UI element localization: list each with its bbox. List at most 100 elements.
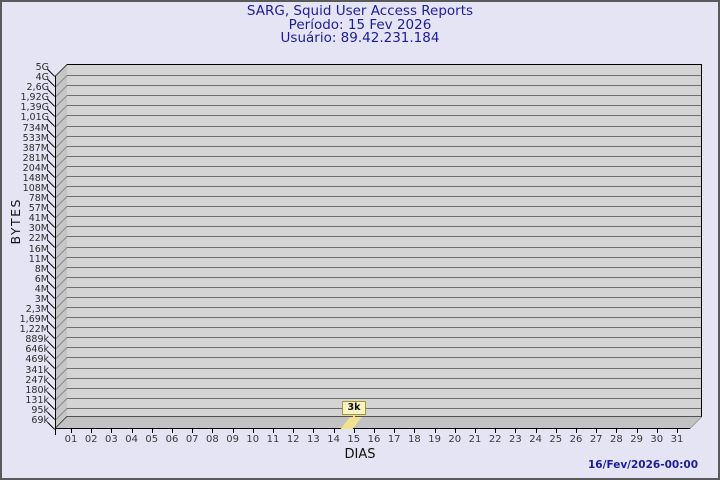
y-axis-tick-label: 1,39G — [20, 102, 49, 114]
y-axis-tick-label: 1,69M — [19, 314, 49, 326]
y-axis-tick-label: 11M — [28, 253, 49, 265]
y-axis-line-stub — [55, 429, 56, 435]
x-axis-tick-label: 05 — [145, 434, 159, 445]
x-axis-tick-label: 26 — [569, 434, 583, 445]
x-axis-tick-label: 18 — [408, 434, 421, 445]
y-axis-tick-label: 1,22M — [19, 324, 49, 336]
x-axis-tick-label: 01 — [64, 434, 78, 445]
gridline — [67, 226, 701, 228]
x-axis-tick-label: 09 — [226, 434, 239, 445]
y-axis-tick-label: 5G — [35, 62, 49, 73]
y-axis-tick-label: 69k — [31, 415, 49, 426]
gridline — [67, 135, 701, 137]
gridline — [67, 397, 701, 399]
y-axis-tick-label: 1,92G — [20, 92, 49, 104]
x-axis-tick — [394, 429, 396, 433]
bar-value-label: 3k — [347, 402, 361, 413]
x-axis-tick-label: 21 — [468, 434, 482, 445]
x-axis-tick — [192, 429, 194, 433]
y-axis-tick-label: 387M — [22, 142, 49, 154]
gridline — [67, 115, 701, 117]
x-axis-tick — [111, 429, 113, 433]
generated-timestamp: 16/Fev/2026-00:00 — [588, 459, 698, 471]
x-axis-tick — [71, 429, 72, 433]
y-axis-tick-label: 646k — [25, 344, 49, 356]
x-axis-tick — [252, 429, 254, 433]
x-axis-tick — [232, 429, 234, 433]
x-axis-tick — [636, 429, 638, 433]
x-axis-tick-label: 10 — [246, 434, 260, 445]
x-axis-tick — [535, 429, 537, 433]
gridline — [67, 165, 701, 167]
gridline — [67, 105, 701, 107]
x-axis-tick — [616, 429, 618, 433]
x-axis-tick-label: 19 — [428, 434, 441, 445]
y-axis-tick-label: 108M — [22, 183, 49, 195]
x-axis-tick — [677, 429, 678, 433]
x-axis-tick-label: 30 — [650, 434, 664, 445]
gridline — [67, 75, 701, 77]
y-axis-tick-label: 8M — [34, 263, 49, 275]
gridline — [67, 317, 701, 319]
y-axis-tick-label: 22M — [28, 233, 49, 245]
gridline — [67, 327, 701, 329]
chart-period: Período: 15 Fev 2026 — [288, 16, 432, 33]
gridline — [67, 155, 701, 157]
x-axis-tick-label: 07 — [185, 434, 199, 445]
x-axis-tick — [454, 429, 456, 433]
x-axis-tick-label: 11 — [266, 434, 280, 445]
gridline — [67, 286, 701, 288]
gridline — [67, 367, 701, 369]
gridline — [67, 307, 701, 309]
x-axis-tick — [151, 429, 153, 433]
x-axis-tick — [353, 429, 355, 433]
bar-value-flag-stem — [353, 412, 355, 418]
x-axis-tick-label: 13 — [307, 434, 320, 445]
y-axis-tick-label: 4G — [35, 72, 49, 84]
y-axis-tick-label: 6M — [34, 273, 49, 285]
x-axis-tick-label: 22 — [488, 434, 502, 445]
y-axis-tick-label: 889k — [25, 334, 49, 346]
chart-plot-area — [67, 64, 702, 417]
x-axis-tick-label: 06 — [165, 434, 179, 445]
y-axis-tick-label: 30M — [28, 223, 49, 235]
y-axis-tick-label: 4M — [34, 283, 49, 295]
gridline — [67, 377, 701, 379]
x-axis-tick-label: 25 — [549, 434, 563, 445]
gridline — [67, 85, 701, 87]
gridline — [67, 95, 701, 97]
x-axis-tick-label: 29 — [630, 434, 643, 445]
y-axis-tick-label: 281M — [22, 152, 49, 164]
gridline — [67, 276, 701, 278]
gridline — [67, 407, 701, 409]
x-axis-tick-label: 08 — [206, 434, 219, 445]
x-axis-tick — [434, 429, 436, 433]
x-axis-tick — [475, 429, 476, 433]
x-axis-tick — [515, 429, 517, 433]
y-axis-tick-label: 469k — [25, 354, 49, 366]
gridline — [67, 337, 701, 339]
gridline — [67, 145, 701, 147]
y-axis-tick-label: 734M — [22, 122, 49, 134]
x-axis-tick-label: 14 — [327, 434, 340, 445]
x-axis-tick-label: 12 — [286, 434, 300, 445]
x-axis-tick — [91, 429, 93, 433]
y-axis-tick-label: 57M — [28, 203, 49, 215]
x-axis-title: DIAS — [344, 447, 376, 462]
x-axis-tick — [495, 429, 497, 433]
x-axis-tick — [172, 429, 173, 433]
gridline — [67, 175, 701, 177]
gridline — [67, 125, 701, 127]
x-axis-tick-label: 17 — [387, 434, 401, 445]
x-axis-tick — [596, 429, 598, 433]
gridline — [67, 296, 701, 298]
y-axis-tick-label: 95k — [31, 404, 49, 416]
y-axis-tick-label: 2,6G — [26, 82, 49, 94]
y-axis-tick-label: 247k — [25, 374, 49, 386]
gridline — [67, 246, 701, 248]
chart-title-block: SARG, Squid User Access Reports Período:… — [2, 4, 718, 46]
gridline — [67, 186, 701, 188]
x-axis-tick-label: 15 — [347, 434, 361, 445]
